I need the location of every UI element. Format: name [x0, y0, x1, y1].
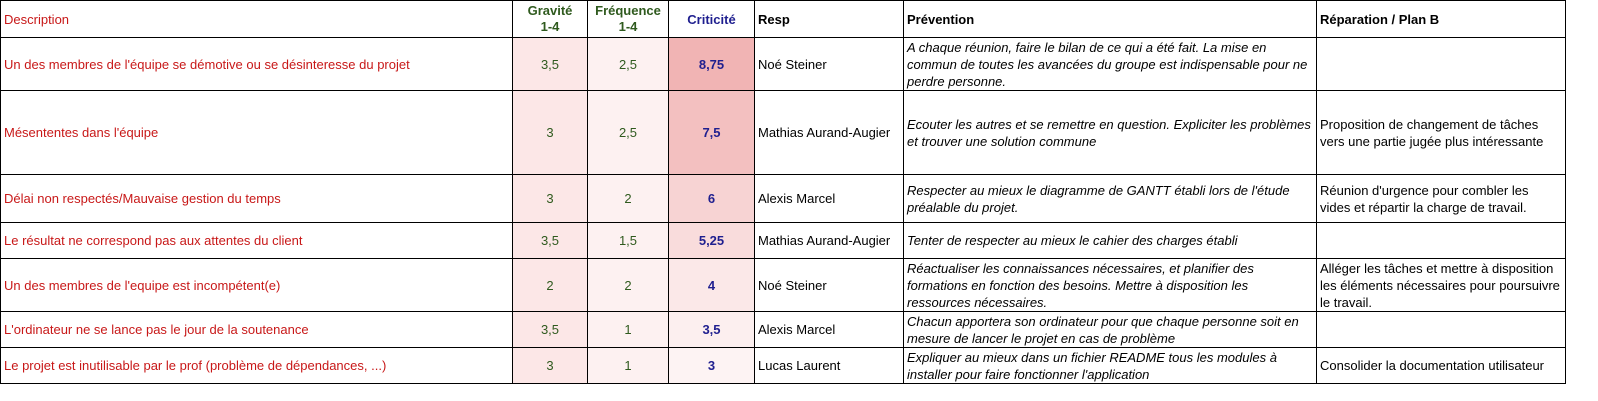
responsible-cell: Noé Steiner — [754, 37, 904, 91]
criticite-cell: 3,5 — [668, 311, 755, 348]
table-row: Un des membres de l'équipe se démotive o… — [0, 37, 1566, 91]
frequence-cell: 1 — [587, 347, 669, 384]
prevention-cell: Tenter de respecter au mieux le cahier d… — [903, 222, 1317, 259]
table-row: Le résultat ne correspond pas aux attent… — [0, 222, 1566, 259]
criticite-cell: 6 — [668, 174, 755, 223]
risk-description: Délai non respectés/Mauvaise gestion du … — [0, 174, 513, 223]
prevention-cell: Respecter au mieux le diagramme de GANTT… — [903, 174, 1317, 223]
reparation-cell — [1316, 311, 1566, 348]
risk-description: Un des membres de l'equipe est incompéte… — [0, 258, 513, 312]
table-row: Le projet est inutilisable par le prof (… — [0, 347, 1566, 384]
frequence-cell: 1,5 — [587, 222, 669, 259]
risk-description: Le résultat ne correspond pas aux attent… — [0, 222, 513, 259]
gravite-cell: 3 — [512, 347, 588, 384]
responsible-cell: Mathias Aurand-Augier — [754, 90, 904, 175]
header-gravite-label: Gravité — [527, 3, 573, 18]
prevention-cell: A chaque réunion, faire le bilan de ce q… — [903, 37, 1317, 91]
criticite-cell: 7,5 — [668, 90, 755, 175]
table-row: Un des membres de l'equipe est incompéte… — [0, 258, 1566, 312]
risk-description: Le projet est inutilisable par le prof (… — [0, 347, 513, 384]
frequence-cell: 2 — [587, 174, 669, 223]
reparation-cell: Consolider la documentation utilisateur — [1316, 347, 1566, 384]
prevention-cell: Chacun apportera son ordinateur pour que… — [903, 311, 1317, 348]
gravite-cell: 3,5 — [512, 311, 588, 348]
table-row: Délai non respectés/Mauvaise gestion du … — [0, 174, 1566, 223]
reparation-cell — [1316, 37, 1566, 91]
gravite-cell: 3 — [512, 90, 588, 175]
reparation-cell — [1316, 222, 1566, 259]
risk-table: Description Gravité 1-4 Fréquence 1-4 Crit… — [0, 0, 1566, 384]
frequence-cell: 1 — [587, 311, 669, 348]
header-frequence-label: Fréquence — [595, 3, 661, 18]
reparation-cell: Alléger les tâches et mettre à dispositi… — [1316, 258, 1566, 312]
header-gravite: Gravité 1-4 — [512, 0, 588, 38]
responsible-cell: Mathias Aurand-Augier — [754, 222, 904, 259]
gravite-cell: 3,5 — [512, 37, 588, 91]
frequence-cell: 2,5 — [587, 37, 669, 91]
header-frequence-range: 1-4 — [618, 19, 638, 34]
header-frequence: Fréquence 1-4 — [587, 0, 669, 38]
header-resp: Resp — [754, 0, 904, 38]
header-gravite-range: 1-4 — [540, 19, 560, 34]
responsible-cell: Alexis Marcel — [754, 311, 904, 348]
responsible-cell: Noé Steiner — [754, 258, 904, 312]
header-reparation: Réparation / Plan B — [1316, 0, 1566, 38]
header-row: Description Gravité 1-4 Fréquence 1-4 Crit… — [0, 0, 1566, 38]
gravite-cell: 2 — [512, 258, 588, 312]
responsible-cell: Lucas Laurent — [754, 347, 904, 384]
prevention-cell: Expliquer au mieux dans un fichier READM… — [903, 347, 1317, 384]
gravite-cell: 3,5 — [512, 222, 588, 259]
criticite-cell: 5,25 — [668, 222, 755, 259]
prevention-cell: Ecouter les autres et se remettre en que… — [903, 90, 1317, 175]
criticite-cell: 8,75 — [668, 37, 755, 91]
table-row: Mésententes dans l'équipe 3 2,5 7,5 Mathias … — [0, 90, 1566, 175]
risk-description: Un des membres de l'équipe se démotive o… — [0, 37, 513, 91]
risk-description: L'ordinateur ne se lance pas le jour de … — [0, 311, 513, 348]
prevention-cell: Réactualiser les connaissances nécessair… — [903, 258, 1317, 312]
risk-description: Mésententes dans l'équipe — [0, 90, 513, 175]
table-row: L'ordinateur ne se lance pas le jour de … — [0, 311, 1566, 348]
criticite-cell: 3 — [668, 347, 755, 384]
frequence-cell: 2 — [587, 258, 669, 312]
header-prevention: Prévention — [903, 0, 1317, 38]
gravite-cell: 3 — [512, 174, 588, 223]
reparation-cell: Proposition de changement de tâches vers… — [1316, 90, 1566, 175]
reparation-cell: Réunion d'urgence pour combler les vides… — [1316, 174, 1566, 223]
responsible-cell: Alexis Marcel — [754, 174, 904, 223]
criticite-cell: 4 — [668, 258, 755, 312]
header-description: Description — [0, 0, 513, 38]
frequence-cell: 2,5 — [587, 90, 669, 175]
header-criticite: Criticité — [668, 0, 755, 38]
